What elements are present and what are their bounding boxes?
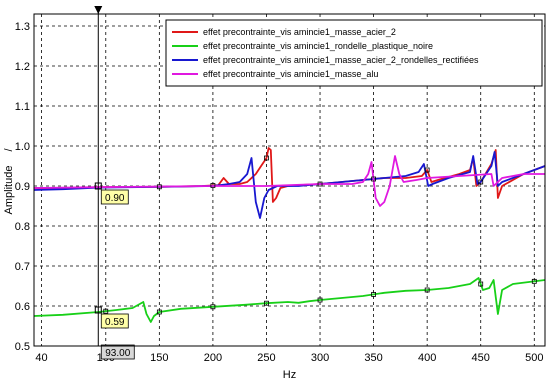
data-marker: [103, 308, 109, 314]
cursor-x-box: [100, 344, 135, 360]
plot-frame: [33, 13, 546, 347]
data-marker: [156, 309, 162, 315]
y-axis-label: Amplitude: [3, 166, 15, 215]
series-layer: [33, 147, 546, 323]
y-tick-label: 0.8: [15, 221, 30, 233]
tick-labels: 0.50.60.70.80.91.01.11.21.34010015020025…: [15, 21, 544, 364]
cursor-point-marker: [94, 182, 102, 190]
x-tick-label: 400: [418, 352, 436, 364]
x-tick-label: 40: [35, 352, 47, 364]
cursor-readout-value: 0.59: [105, 317, 125, 328]
data-marker: [156, 184, 162, 190]
y-tick-label: 0.6: [15, 301, 30, 313]
cursor-readout-box: [100, 313, 129, 329]
cursor-point-marker: [94, 306, 102, 314]
y-tick-label: 1.1: [15, 101, 30, 113]
legend: effet precontrainte_vis amincie1_masse_a…: [165, 19, 543, 87]
data-marker: [424, 167, 430, 173]
data-marker: [210, 183, 216, 188]
data-marker: [264, 155, 269, 161]
x-tick-label: 350: [364, 352, 382, 364]
series-line-4: [33, 155, 545, 207]
legend-entry: effet precontrainte_vis amincie1_masse_a…: [203, 27, 396, 37]
cursor-readout-value: 0.90: [105, 193, 125, 204]
y-tick-label: 0.5: [15, 341, 30, 353]
x-tick-label: 200: [204, 352, 222, 364]
data-marker: [317, 297, 323, 303]
data-marker: [264, 300, 269, 306]
legend-box: [165, 19, 543, 87]
data-marker: [317, 181, 323, 187]
cursor-handle-icon[interactable]: [94, 6, 103, 14]
cursor[interactable]: 0.90 0.59 93.00: [94, 6, 135, 360]
y-tick-label: 0.7: [15, 261, 30, 273]
data-marker: [478, 179, 484, 185]
cursor-readout-box: [100, 189, 129, 205]
x-tick-label: 300: [311, 352, 329, 364]
y-tick-label: 1.0: [15, 141, 30, 153]
y-tick-label: 0.9: [15, 181, 30, 193]
data-marker: [531, 278, 537, 284]
cursor-x-value: 93.00: [105, 348, 130, 359]
y-tick-label: 1.2: [15, 61, 30, 73]
x-tick-label: 500: [525, 352, 543, 364]
x-tick-label: 150: [150, 352, 168, 364]
series-line-2: [33, 277, 546, 323]
y-axis-unit: /: [3, 148, 15, 152]
x-tick-label: 250: [257, 352, 275, 364]
series-line-3: [33, 151, 546, 219]
data-marker: [424, 287, 430, 293]
legend-entry: effet precontrainte_vis amincie1_rondell…: [203, 41, 433, 51]
legend-entry: effet precontrainte_vis amincie1_masse_a…: [203, 55, 479, 65]
x-axis-label: Hz: [283, 369, 296, 381]
legend-entry: effet precontrainte_vis amincie1_masse_a…: [203, 69, 378, 79]
data-marker: [371, 291, 376, 297]
x-tick-label: 450: [472, 352, 490, 364]
data-marker: [371, 176, 376, 182]
data-marker: [478, 281, 484, 287]
data-marker: [210, 304, 216, 310]
y-tick-label: 1.3: [15, 21, 30, 33]
